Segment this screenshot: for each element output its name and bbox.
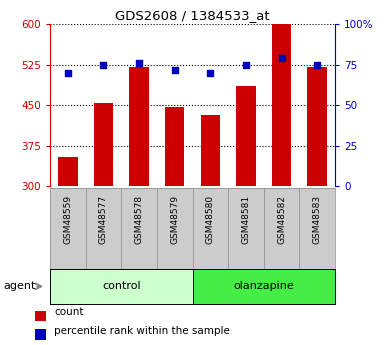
- Bar: [129, 67, 149, 186]
- Point: [65, 70, 71, 76]
- Point: [314, 62, 320, 68]
- Point: [207, 70, 213, 76]
- Text: count: count: [54, 307, 84, 317]
- Text: GSM48577: GSM48577: [99, 195, 108, 244]
- Text: GSM48579: GSM48579: [170, 195, 179, 244]
- Point: [172, 67, 178, 72]
- Text: GSM48583: GSM48583: [313, 195, 321, 244]
- Text: GSM48559: GSM48559: [64, 195, 72, 244]
- Bar: [272, 24, 291, 186]
- Text: GSM48580: GSM48580: [206, 195, 215, 244]
- Point: [100, 62, 107, 68]
- Bar: [307, 67, 327, 186]
- Bar: [58, 157, 78, 186]
- Text: control: control: [102, 282, 141, 291]
- Point: [278, 56, 285, 61]
- Bar: [236, 86, 256, 186]
- Text: olanzapine: olanzapine: [233, 282, 294, 291]
- Point: [136, 60, 142, 66]
- Bar: [165, 107, 184, 186]
- Text: GSM48578: GSM48578: [135, 195, 144, 244]
- Bar: [201, 115, 220, 186]
- Point: [243, 62, 249, 68]
- Text: percentile rank within the sample: percentile rank within the sample: [54, 326, 230, 336]
- Text: GSM48582: GSM48582: [277, 195, 286, 244]
- Title: GDS2608 / 1384533_at: GDS2608 / 1384533_at: [115, 9, 270, 22]
- Bar: [94, 102, 113, 186]
- Text: agent: agent: [4, 282, 36, 291]
- Text: GSM48581: GSM48581: [241, 195, 250, 244]
